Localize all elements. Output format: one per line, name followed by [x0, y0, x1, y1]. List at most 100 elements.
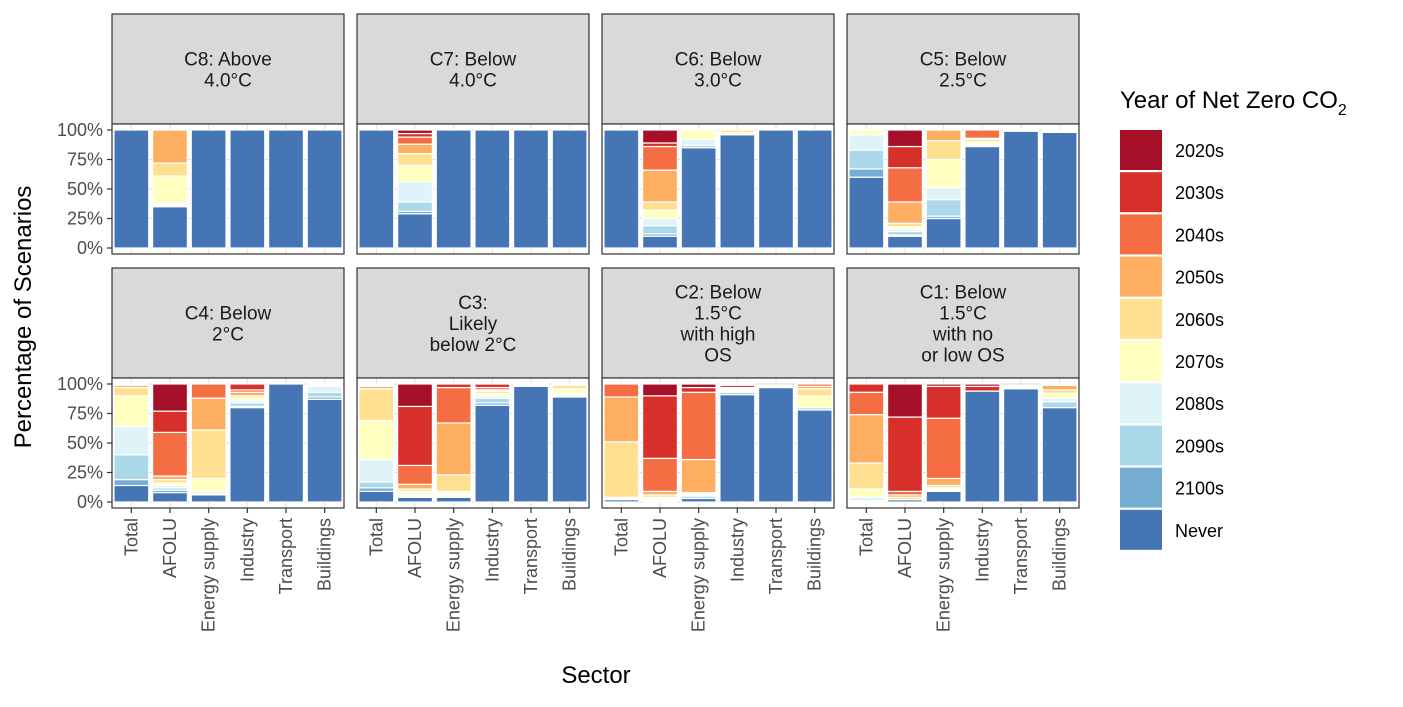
stacked-bar: [1041, 383, 1078, 503]
bar-segment: [1041, 407, 1078, 503]
legend-label: 2100s: [1175, 479, 1224, 499]
x-tick-label: Total: [856, 518, 876, 556]
bar-segment: [397, 213, 434, 249]
bar-segment: [848, 391, 885, 416]
stacked-bar: [268, 129, 305, 249]
bar-segment: [474, 383, 511, 389]
x-tick-label: Energy supply: [444, 518, 464, 632]
stacked-bar: [512, 383, 549, 503]
bar-segment: [435, 383, 472, 389]
facet-title-line: C2: Below: [675, 283, 762, 304]
facet-title-line: C5: Below: [920, 50, 1007, 71]
bar-segment: [152, 206, 189, 249]
bar-segment: [190, 429, 227, 479]
stacked-bar: [964, 383, 1001, 503]
facet-strip: [846, 267, 1080, 379]
bar-segment: [306, 129, 343, 249]
bar-segment: [848, 462, 885, 490]
panel-border: [601, 377, 835, 509]
stacked-bar: [719, 129, 756, 249]
x-tick-label: Industry: [482, 518, 502, 582]
bar-segment: [551, 129, 588, 249]
facet-title-line: 1.5°C: [694, 304, 742, 325]
bar-segment: [358, 383, 395, 386]
legend-item: 2070s: [1120, 341, 1224, 381]
bar-segment: [796, 383, 833, 387]
bar-segment: [964, 129, 1001, 139]
legend-swatch: [1120, 130, 1162, 170]
bar-segment: [1041, 131, 1078, 249]
bar-segment: [190, 397, 227, 431]
legend-label: 2090s: [1175, 436, 1224, 456]
legend-item: Never: [1120, 509, 1223, 550]
x-tick-label: Total: [121, 518, 141, 556]
bar-segment: [551, 383, 588, 386]
bar-segment: [1002, 129, 1039, 132]
legend-item: 2050s: [1120, 256, 1224, 297]
bar-segment: [1041, 392, 1078, 399]
bar-segment: [397, 496, 434, 503]
x-axis-title: Sector: [561, 662, 630, 689]
bar-segment: [925, 129, 962, 142]
stacked-bar: [113, 383, 150, 503]
bar-segment: [190, 383, 227, 399]
panel-border: [356, 123, 590, 255]
bar-segment: [474, 397, 511, 404]
stacked-bar: [190, 383, 227, 503]
facet-strip: [111, 13, 345, 125]
legend-label: 2060s: [1175, 310, 1224, 330]
bar-segment: [113, 383, 150, 386]
bar-segment: [886, 145, 923, 169]
legend-title-main: Year of Net Zero CO: [1120, 87, 1338, 114]
bar-segment: [306, 398, 343, 503]
stacked-bar: [886, 383, 923, 503]
bar-segment: [397, 383, 434, 408]
bar-segment: [306, 391, 343, 398]
bar-segment: [641, 217, 678, 227]
bar-segment: [512, 385, 549, 503]
bar-segment: [358, 481, 395, 489]
y-tick-label: 50%: [67, 433, 103, 453]
x-tick-label: Energy supply: [934, 518, 954, 632]
stacked-bar: [435, 129, 472, 249]
x-tick-label: Buildings: [315, 518, 335, 591]
facet-title-line: 2.5°C: [939, 71, 987, 92]
bar-segment: [680, 138, 717, 146]
bar-segment: [358, 458, 395, 483]
legend-items: 2020s 2030s 2040s 2050s 2060s 2070s 2080s 2090s…: [1120, 130, 1224, 550]
bar-segment: [886, 383, 923, 418]
bar-segment: [925, 383, 962, 387]
legend-label: 2040s: [1175, 225, 1224, 245]
bar-segment: [435, 496, 472, 503]
bar-segment: [641, 224, 678, 235]
bar-segment: [680, 386, 717, 393]
bar-segment: [680, 129, 717, 141]
bar-segment: [358, 388, 395, 422]
facet-title-line: C3:: [458, 293, 488, 314]
bar-segment: [603, 383, 640, 398]
bar-segment: [397, 201, 434, 213]
bar-segment: [397, 164, 434, 183]
bar-segment: [925, 158, 962, 189]
bar-segment: [925, 490, 962, 503]
bar-segment: [848, 134, 885, 151]
x-tick-label: Energy supply: [199, 518, 219, 632]
bar-segment: [886, 416, 923, 492]
stacked-bar: [603, 383, 640, 503]
y-tick-label: 25%: [67, 209, 103, 229]
bar-segment: [848, 414, 885, 464]
facet-strip: [601, 13, 835, 125]
bar-segment: [1041, 383, 1078, 386]
bar-segment: [397, 143, 434, 155]
bar-segment: [397, 181, 434, 203]
stacked-bar: [1002, 385, 1039, 503]
x-tick-label: Buildings: [560, 518, 580, 591]
stacked-bar: [925, 383, 962, 503]
bar-segment: [113, 478, 150, 487]
x-tick-label: Transport: [276, 518, 296, 594]
bar-segment: [925, 140, 962, 161]
stacked-bar: [306, 383, 343, 503]
